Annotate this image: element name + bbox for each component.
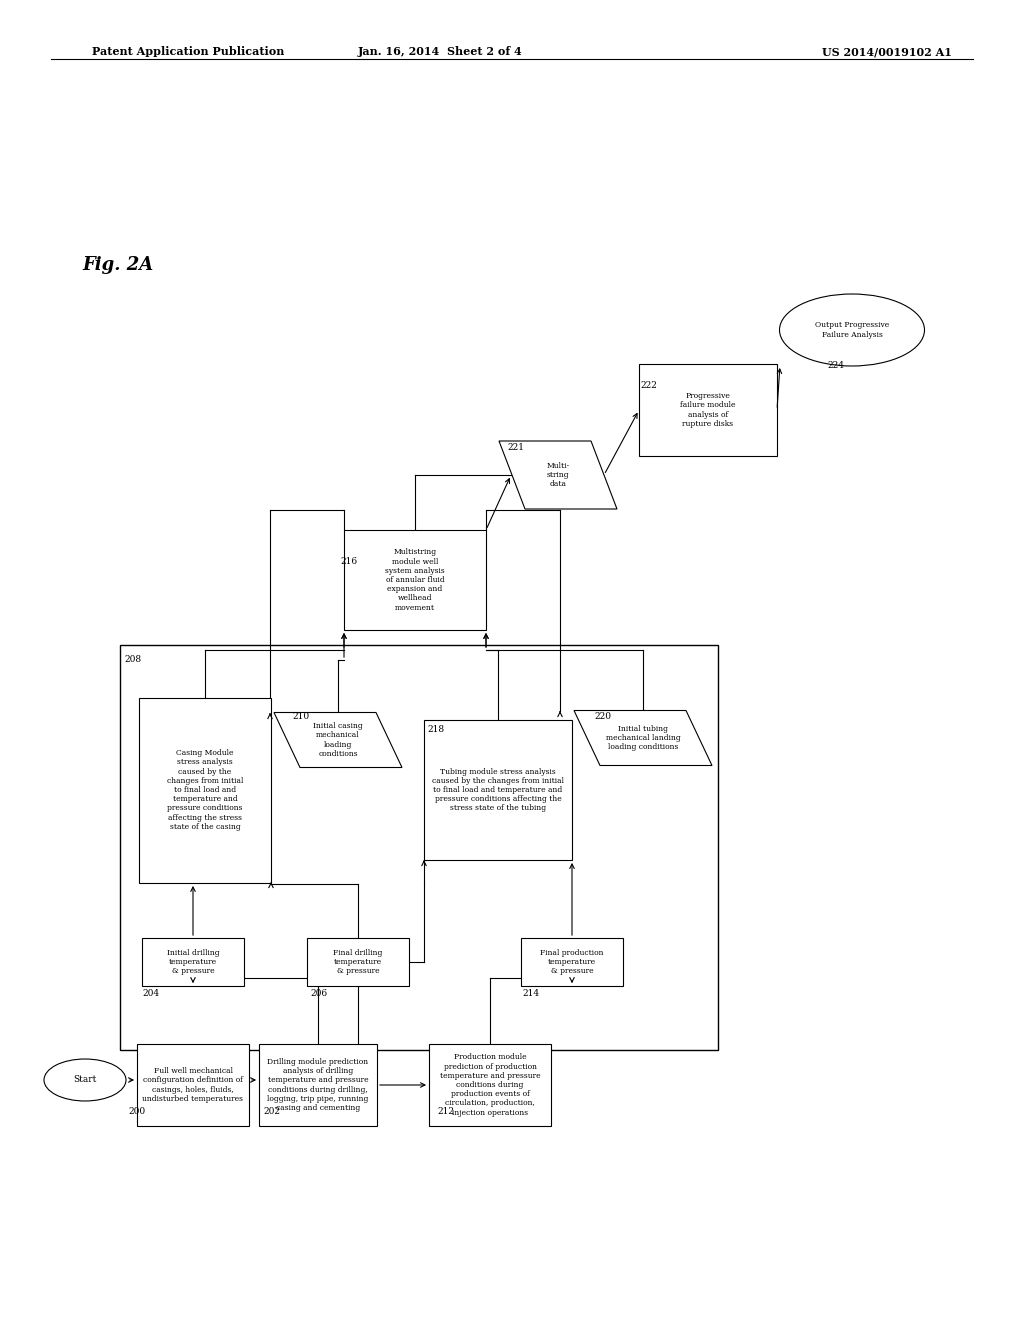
Text: Jan. 16, 2014  Sheet 2 of 4: Jan. 16, 2014 Sheet 2 of 4: [358, 46, 522, 57]
Text: Output Progressive
Failure Analysis: Output Progressive Failure Analysis: [815, 321, 889, 339]
Text: Patent Application Publication: Patent Application Publication: [92, 46, 285, 57]
Polygon shape: [274, 713, 402, 767]
Text: Full well mechanical
configuration definition of
casings, holes, fluids,
undistu: Full well mechanical configuration defin…: [142, 1067, 244, 1102]
Text: 200: 200: [128, 1107, 145, 1117]
Text: 208: 208: [124, 656, 141, 664]
Ellipse shape: [44, 1059, 126, 1101]
Bar: [521, 939, 623, 986]
Text: Fig. 2A: Fig. 2A: [82, 256, 154, 275]
Bar: [137, 1044, 249, 1126]
Text: Initial casing
mechanical
loading
conditions: Initial casing mechanical loading condit…: [313, 722, 362, 758]
Bar: [424, 719, 572, 861]
Bar: [142, 939, 244, 986]
Bar: [639, 364, 777, 455]
Text: Casing Module
stress analysis
caused by the
changes from initial
to final load a: Casing Module stress analysis caused by …: [167, 750, 243, 830]
Text: Final production
temperature
& pressure: Final production temperature & pressure: [541, 949, 604, 975]
Ellipse shape: [779, 294, 925, 366]
Text: 202: 202: [263, 1107, 280, 1117]
Text: 222: 222: [640, 380, 656, 389]
Text: 221: 221: [507, 444, 524, 453]
Bar: [139, 697, 271, 883]
Text: Drilling module prediction
analysis of drilling
temperature and pressure
conditi: Drilling module prediction analysis of d…: [267, 1059, 369, 1111]
Text: 220: 220: [594, 711, 611, 721]
Text: Final drilling
temperature
& pressure: Final drilling temperature & pressure: [334, 949, 383, 975]
Bar: [429, 1044, 551, 1126]
Text: Progressive
failure module
analysis of
rupture disks: Progressive failure module analysis of r…: [680, 392, 736, 428]
Text: 224: 224: [827, 360, 844, 370]
Bar: [259, 1044, 377, 1126]
Text: 216: 216: [340, 557, 357, 566]
Text: 204: 204: [142, 989, 159, 998]
Polygon shape: [574, 710, 712, 766]
Text: Production module
prediction of production
temperature and pressure
conditions d: Production module prediction of producti…: [439, 1053, 541, 1117]
Polygon shape: [499, 441, 617, 510]
Text: Initial tubing
mechanical landing
loading conditions: Initial tubing mechanical landing loadin…: [605, 725, 680, 751]
Bar: [120, 645, 718, 1049]
Text: Multistring
module well
system analysis
of annular fluid
expansion and
wellhead
: Multistring module well system analysis …: [385, 548, 444, 611]
Text: US 2014/0019102 A1: US 2014/0019102 A1: [822, 46, 952, 57]
Text: Multi-
string
data: Multi- string data: [547, 462, 569, 488]
Text: 218: 218: [427, 726, 444, 734]
Text: 214: 214: [522, 989, 539, 998]
Bar: [344, 531, 486, 630]
Bar: [307, 939, 409, 986]
Text: 206: 206: [310, 989, 327, 998]
Text: 210: 210: [292, 711, 309, 721]
Text: Initial drilling
temperature
& pressure: Initial drilling temperature & pressure: [167, 949, 219, 975]
Text: 212: 212: [437, 1107, 454, 1117]
Text: Tubing module stress analysis
caused by the changes from initial
to final load a: Tubing module stress analysis caused by …: [432, 768, 564, 812]
Text: Start: Start: [74, 1076, 96, 1085]
